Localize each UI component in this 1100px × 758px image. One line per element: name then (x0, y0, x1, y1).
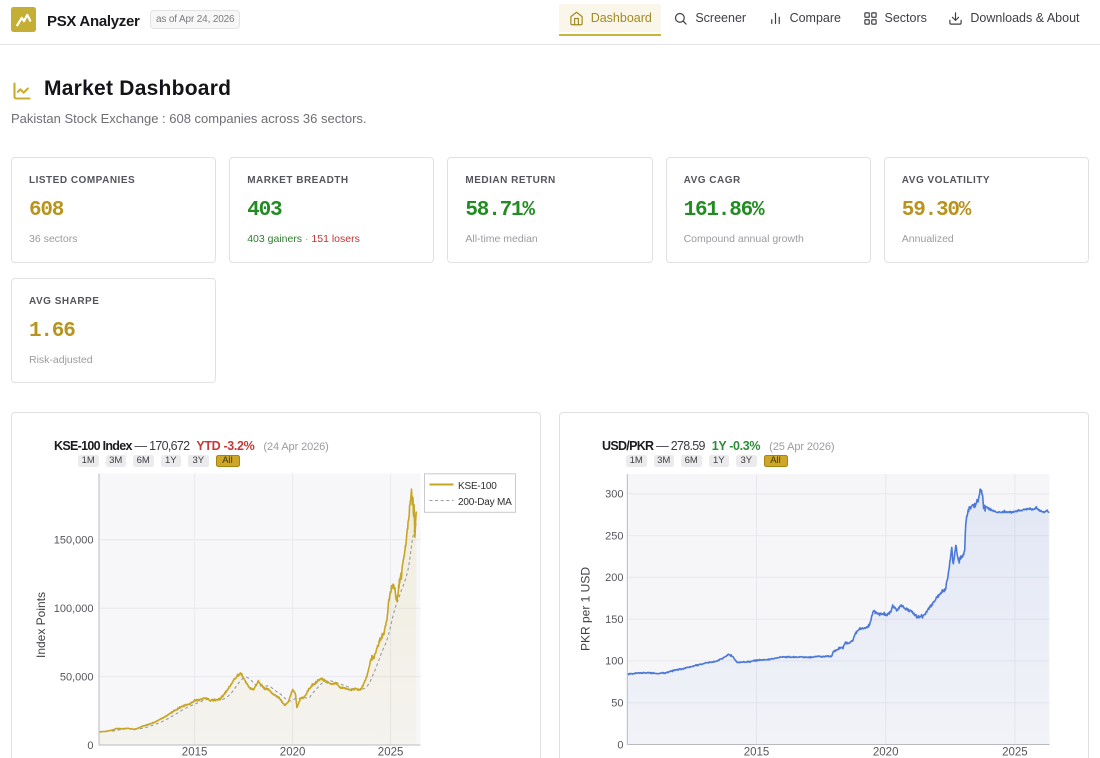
svg-text:50,000: 50,000 (60, 671, 94, 683)
svg-text:2015: 2015 (182, 747, 208, 758)
svg-text:Index Points: Index Points (34, 592, 48, 658)
svg-text:0: 0 (617, 739, 623, 751)
svg-text:2020: 2020 (280, 747, 306, 758)
svg-text:2020: 2020 (873, 747, 899, 758)
svg-text:300: 300 (605, 489, 623, 501)
svg-text:100: 100 (605, 656, 623, 668)
svg-text:2025: 2025 (378, 747, 404, 758)
svg-text:KSE-100: KSE-100 (458, 481, 497, 492)
svg-text:200-Day MA: 200-Day MA (458, 497, 512, 508)
svg-text:200: 200 (605, 572, 623, 584)
svg-text:150: 150 (605, 614, 623, 626)
svg-text:50: 50 (611, 698, 623, 710)
svg-text:2015: 2015 (744, 747, 770, 758)
svg-text:PKR per 1 USD: PKR per 1 USD (579, 567, 593, 651)
svg-text:100,000: 100,000 (54, 603, 94, 615)
svg-text:0: 0 (87, 740, 93, 752)
svg-text:150,000: 150,000 (54, 535, 94, 547)
svg-text:2025: 2025 (1002, 747, 1028, 758)
svg-text:250: 250 (605, 530, 623, 542)
